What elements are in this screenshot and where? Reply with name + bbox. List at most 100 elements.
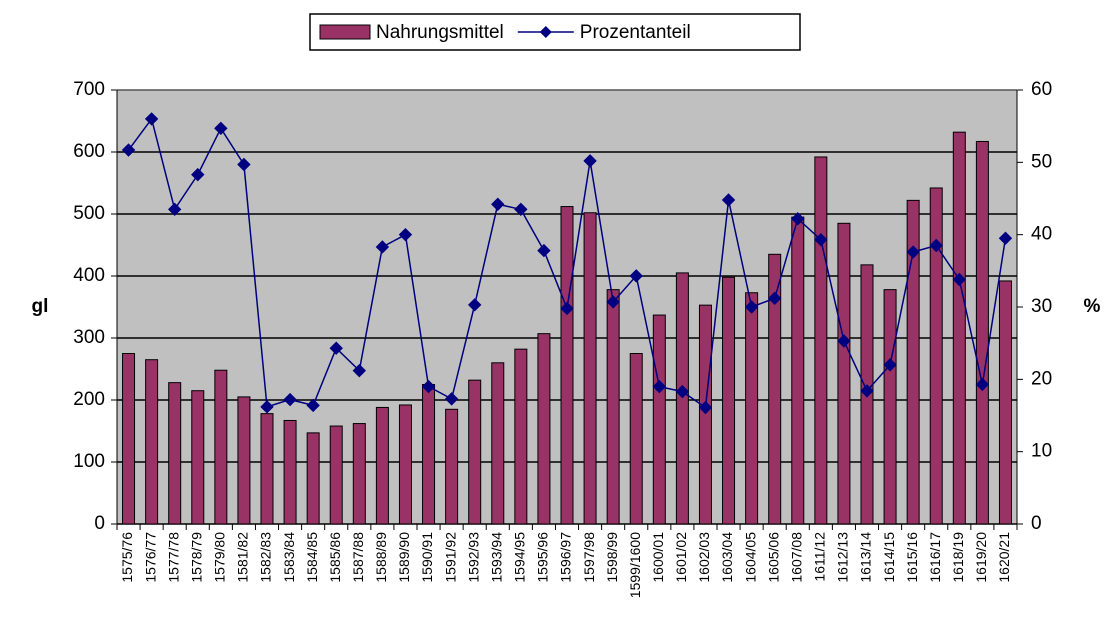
point — [698, 400, 713, 415]
point — [767, 291, 782, 306]
bar — [606, 289, 620, 525]
x-tick-label: 1615/16 — [904, 532, 920, 583]
point — [167, 202, 182, 217]
y2-axis-label: % — [1084, 296, 1101, 317]
x-tick-label: 1589/90 — [396, 532, 412, 583]
point — [721, 193, 736, 207]
x-tick-label: 1599/1600 — [627, 532, 643, 598]
y-tick-label: 400 — [73, 265, 105, 286]
x-tick-label: 1605/06 — [765, 532, 781, 583]
bar — [745, 292, 759, 525]
point — [514, 202, 528, 217]
y-tick-label: 500 — [73, 203, 105, 224]
point — [467, 298, 482, 312]
bar — [629, 353, 643, 525]
point — [998, 231, 1013, 245]
bar — [237, 396, 251, 525]
point — [791, 212, 805, 226]
bar — [814, 156, 828, 525]
point — [837, 334, 851, 348]
x-tick-label: 1595/96 — [535, 532, 551, 583]
x-tick-label: 1614/15 — [881, 532, 897, 583]
point — [583, 154, 597, 168]
legend-label: Prozentanteil — [580, 22, 691, 43]
x-tick-label: 1577/78 — [165, 532, 181, 583]
y-axis-label: gl — [32, 296, 49, 317]
x-tick-label: 1584/85 — [304, 532, 320, 583]
bar — [722, 276, 736, 525]
y2-tick-label: 40 — [1031, 224, 1052, 245]
legend-swatch — [319, 24, 371, 40]
x-tick-label: 1575/76 — [119, 532, 135, 583]
bar — [191, 390, 205, 525]
y2-tick-label: 10 — [1031, 441, 1052, 462]
point — [537, 243, 551, 258]
bar — [306, 432, 320, 525]
x-tick-label: 1611/12 — [812, 532, 828, 582]
bar — [329, 425, 343, 525]
x-tick-label: 1576/77 — [142, 532, 158, 583]
point — [929, 238, 943, 253]
point — [444, 392, 459, 406]
y2-tick-label: 20 — [1031, 368, 1052, 389]
bar — [583, 212, 597, 525]
y2-tick-label: 60 — [1031, 79, 1052, 100]
bar — [352, 423, 366, 525]
point — [283, 392, 297, 407]
x-tick-label: 1597/98 — [581, 532, 597, 583]
bar — [398, 404, 412, 525]
point — [375, 240, 390, 254]
x-tick-label: 1582/83 — [258, 532, 274, 583]
y-tick-label: 300 — [73, 327, 105, 348]
bar — [837, 222, 851, 525]
point — [329, 341, 343, 355]
x-tick-label: 1603/04 — [719, 532, 735, 583]
point — [652, 379, 667, 394]
x-tick-label: 1585/86 — [327, 532, 343, 583]
x-tick-label: 1620/21 — [996, 532, 1012, 583]
point — [975, 377, 990, 392]
x-tick-label: 1596/97 — [558, 532, 574, 583]
point — [860, 384, 874, 398]
x-tick-label: 1612/13 — [835, 532, 851, 583]
legend-marker — [539, 26, 552, 38]
bar — [468, 379, 482, 525]
point — [675, 384, 690, 399]
point — [814, 233, 828, 247]
x-tick-label: 1583/84 — [281, 532, 297, 583]
x-tick-label: 1613/14 — [858, 532, 874, 583]
point — [906, 245, 920, 259]
x-tick-label: 1588/89 — [373, 532, 389, 583]
x-tick-label: 1578/79 — [188, 532, 204, 583]
y-tick-label: 700 — [73, 79, 105, 100]
bar — [929, 187, 943, 525]
bar — [791, 216, 805, 525]
x-tick-label: 1594/95 — [512, 532, 528, 583]
bar — [214, 369, 228, 525]
point — [744, 300, 759, 314]
bar — [998, 280, 1012, 525]
y2-tick-label: 0 — [1031, 513, 1042, 534]
bar — [975, 140, 989, 525]
x-tick-label: 1598/99 — [604, 532, 620, 583]
point — [629, 269, 643, 283]
bar — [283, 419, 297, 525]
x-tick-label: 1619/20 — [973, 532, 989, 583]
x-tick-label: 1590/91 — [419, 532, 435, 583]
point — [398, 227, 413, 242]
x-tick-label: 1579/80 — [212, 532, 228, 583]
bar — [952, 131, 966, 525]
x-tick-label: 1618/19 — [950, 532, 966, 583]
x-tick-label: 1616/17 — [927, 532, 943, 583]
y2-tick-label: 30 — [1031, 296, 1052, 317]
x-tick-label: 1602/03 — [696, 532, 712, 583]
point — [260, 400, 274, 414]
bar — [675, 272, 689, 525]
x-tick-label: 1592/93 — [465, 532, 481, 583]
bar — [445, 408, 459, 525]
legend-box — [309, 13, 801, 51]
x-tick-label: 1604/05 — [742, 532, 758, 583]
y-tick-label: 600 — [73, 141, 105, 162]
point — [214, 121, 228, 136]
y-tick-label: 100 — [73, 451, 105, 472]
